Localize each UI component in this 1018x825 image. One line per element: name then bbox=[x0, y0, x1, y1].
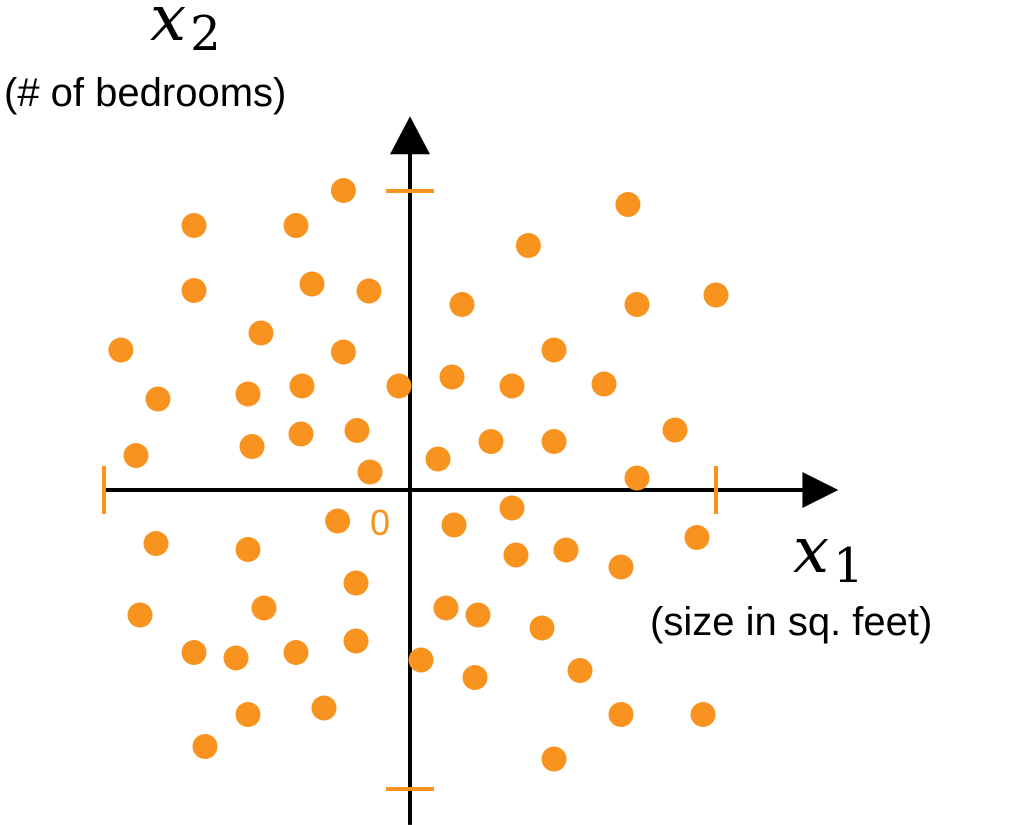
data-point bbox=[529, 615, 555, 641]
axes bbox=[104, 116, 839, 825]
data-point bbox=[330, 178, 356, 203]
data-point bbox=[441, 512, 467, 538]
data-point bbox=[433, 595, 459, 621]
data-point bbox=[662, 417, 688, 443]
x1-axis-arrow bbox=[802, 472, 839, 508]
x2-axis-subscript: 2 bbox=[190, 6, 221, 62]
data-point bbox=[143, 531, 169, 556]
data-point bbox=[343, 628, 369, 654]
data-point bbox=[465, 602, 491, 628]
data-point bbox=[235, 702, 261, 727]
data-point bbox=[235, 537, 261, 562]
origin-label: 0 bbox=[370, 502, 390, 543]
data-point bbox=[499, 373, 525, 399]
x2-axis-symbol: x bbox=[150, 0, 186, 56]
data-point bbox=[235, 381, 261, 407]
x1-axis-symbol: x bbox=[793, 514, 829, 588]
data-point bbox=[223, 645, 249, 671]
data-point bbox=[703, 282, 729, 308]
axis-ticks bbox=[102, 189, 718, 791]
data-point bbox=[591, 371, 617, 397]
data-point bbox=[283, 640, 309, 665]
data-point bbox=[325, 508, 351, 534]
x2-axis-description: (# of bedrooms) bbox=[4, 71, 286, 115]
data-point bbox=[330, 339, 356, 365]
data-point bbox=[181, 640, 207, 665]
x1-axis-subscript: 1 bbox=[833, 538, 864, 594]
data-point bbox=[541, 746, 567, 772]
data-point bbox=[553, 537, 579, 563]
data-point bbox=[608, 702, 634, 727]
data-points bbox=[108, 178, 729, 772]
data-point bbox=[127, 602, 153, 628]
data-point bbox=[684, 525, 710, 550]
data-point bbox=[145, 386, 171, 412]
x2-axis-label: x2 bbox=[150, 0, 221, 62]
data-point bbox=[311, 695, 337, 721]
data-point bbox=[541, 337, 567, 363]
data-point bbox=[123, 443, 149, 468]
data-point bbox=[615, 192, 641, 217]
data-point bbox=[567, 658, 593, 683]
data-point bbox=[624, 292, 650, 317]
data-point bbox=[503, 542, 529, 568]
data-point bbox=[478, 429, 504, 454]
data-point bbox=[357, 459, 383, 485]
data-point bbox=[248, 320, 274, 346]
data-point bbox=[344, 418, 370, 443]
data-point bbox=[289, 373, 315, 399]
x1-axis-label: x1 bbox=[793, 514, 864, 594]
data-point bbox=[108, 337, 134, 363]
data-point bbox=[499, 495, 525, 521]
data-point bbox=[515, 233, 541, 258]
data-point bbox=[462, 665, 488, 690]
data-point bbox=[251, 595, 277, 621]
data-point bbox=[449, 292, 475, 317]
data-point bbox=[283, 213, 309, 238]
data-point bbox=[408, 647, 434, 673]
x1-axis-description: (size in sq. feet) bbox=[650, 600, 932, 644]
x2-axis-arrow bbox=[390, 116, 430, 155]
data-point bbox=[439, 364, 465, 390]
data-point bbox=[239, 434, 265, 459]
data-point bbox=[425, 446, 451, 472]
data-point bbox=[541, 429, 567, 454]
data-point bbox=[624, 465, 650, 491]
data-point bbox=[299, 271, 325, 297]
data-point bbox=[690, 702, 716, 727]
data-point bbox=[181, 278, 207, 303]
data-point bbox=[386, 373, 412, 399]
data-point bbox=[192, 734, 218, 759]
data-point bbox=[288, 421, 314, 447]
data-point bbox=[356, 278, 382, 304]
data-point bbox=[608, 554, 634, 580]
data-point bbox=[343, 570, 369, 596]
data-point bbox=[181, 213, 207, 238]
